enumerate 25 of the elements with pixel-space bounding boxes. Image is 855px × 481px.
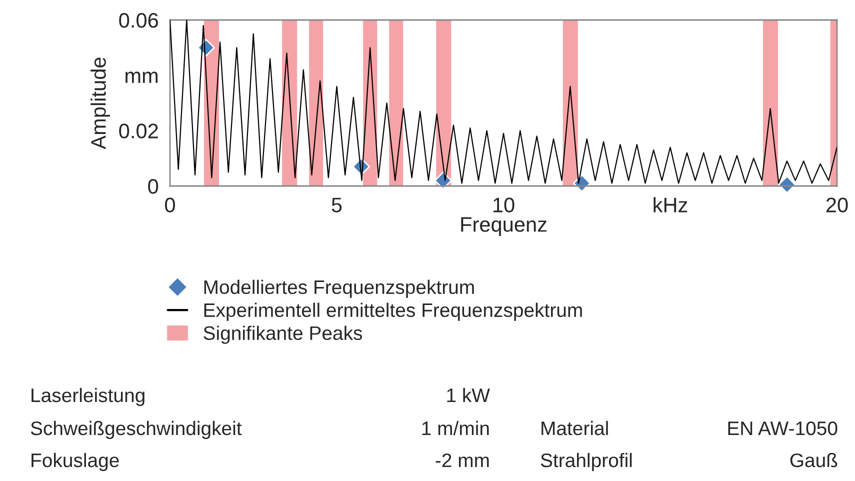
legend-label: Modelliertes Frequenzspektrum	[204, 280, 474, 298]
x-axis-title: Frequenz	[461, 217, 546, 236]
x-tick-label: kHz	[654, 197, 688, 212]
y-tick-label: 0	[148, 179, 158, 194]
text: EN AW-1050	[728, 421, 838, 436]
text: Material	[542, 420, 608, 436]
text: Schweißgeschwindigkeit	[30, 420, 242, 440]
point	[778, 176, 796, 194]
y-tick-label: mm	[126, 72, 158, 83]
x-tick-label: 10	[494, 198, 514, 212]
y-tick-label: 0.06	[119, 13, 158, 28]
text: Strahlprofil	[540, 452, 632, 472]
text: 1 kW	[447, 388, 490, 402]
x-tick-label: 0	[165, 198, 175, 212]
text: Gauß	[790, 452, 838, 468]
y-axis-title: Amplitude	[90, 58, 110, 150]
text: 1 m/min	[422, 420, 489, 436]
x-tick-label: 20	[826, 198, 848, 212]
y-tick-label: 0.02	[119, 124, 158, 138]
text: Laserleistung	[32, 388, 144, 406]
legend-label: Signifikante Peaks	[204, 326, 362, 344]
text: Fokuslage	[32, 452, 119, 472]
x-tick-label: 5	[332, 198, 342, 212]
text: -2 mm	[436, 453, 489, 468]
legend-label: Experimentell ermitteltes Frequenzspektrum	[204, 302, 582, 321]
